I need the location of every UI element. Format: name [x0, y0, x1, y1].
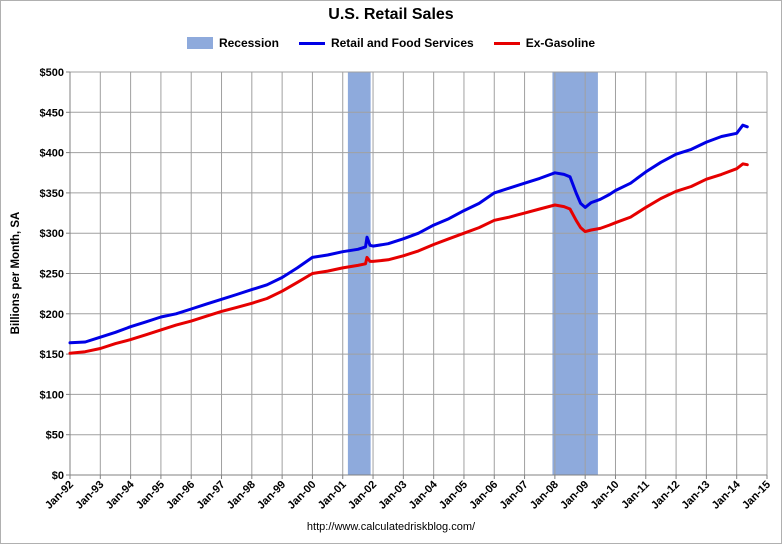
x-tick-label: Jan-01 [316, 479, 349, 512]
x-tick-label: Jan-10 [588, 479, 621, 512]
x-tick-label: Jan-11 [619, 479, 652, 512]
legend-swatch-recession [186, 37, 213, 49]
x-tick-label: Jan-00 [285, 479, 318, 512]
legend-item-retail: Retail and Food Services [298, 36, 474, 50]
x-tick-label: Jan-93 [73, 479, 106, 512]
legend-swatch-retail [298, 41, 325, 45]
y-tick-label: $100 [40, 389, 64, 401]
x-tick-label: Jan-94 [104, 478, 138, 512]
y-tick-label: $300 [40, 228, 64, 240]
x-tick-label: Jan-99 [255, 479, 288, 512]
x-tick-label: Jan-05 [437, 479, 470, 512]
y-tick-label: $150 [40, 349, 64, 361]
x-tick-label: Jan-98 [225, 479, 258, 512]
legend-item-ex-gasoline: Ex-Gasoline [493, 36, 596, 50]
y-tick-label: $500 [40, 67, 64, 79]
x-tick-label: Jan-92 [43, 479, 76, 512]
y-tick-label: $0 [52, 470, 64, 482]
chart-legend: Recession Retail and Food Services Ex-Ga… [0, 36, 782, 50]
legend-label-retail: Retail and Food Services [330, 36, 474, 50]
x-tick-label: Jan-07 [498, 479, 531, 512]
x-tick-label: Jan-09 [558, 479, 591, 512]
series-line-ex-gasoline [68, 162, 749, 355]
y-tick-label: $400 [40, 148, 64, 160]
x-tick-label: Jan-08 [528, 479, 561, 512]
source-url: http://www.calculatedriskblog.com/ [306, 521, 476, 533]
legend-item-recession: Recession [186, 36, 279, 50]
x-tick-label: Jan-04 [407, 478, 441, 512]
x-tick-label: Jan-12 [649, 479, 682, 512]
x-tick-label: Jan-96 [164, 479, 197, 512]
y-tick-label: $200 [40, 309, 64, 321]
x-tick-label: Jan-03 [376, 479, 409, 512]
legend-label-recession: Recession [218, 36, 279, 50]
y-tick-label: $350 [40, 188, 64, 200]
series-line-retail-and-food-services [68, 123, 749, 345]
y-tick-label: $50 [46, 430, 64, 442]
x-tick-label: Jan-02 [346, 479, 379, 512]
x-tick-label: Jan-15 [740, 479, 773, 512]
legend-label-ex-gasoline: Ex-Gasoline [525, 36, 596, 50]
x-tick-label: Jan-97 [195, 479, 228, 512]
x-tick-label: Jan-13 [679, 479, 712, 512]
x-tick-label: Jan-95 [134, 479, 167, 512]
y-tick-label: $250 [40, 269, 64, 281]
x-tick-label: Jan-06 [467, 479, 500, 512]
chart-title: U.S. Retail Sales [328, 6, 454, 23]
x-tick-label: Jan-14 [710, 478, 744, 512]
y-tick-label: $450 [40, 107, 64, 119]
legend-swatch-ex-gasoline [493, 41, 520, 45]
